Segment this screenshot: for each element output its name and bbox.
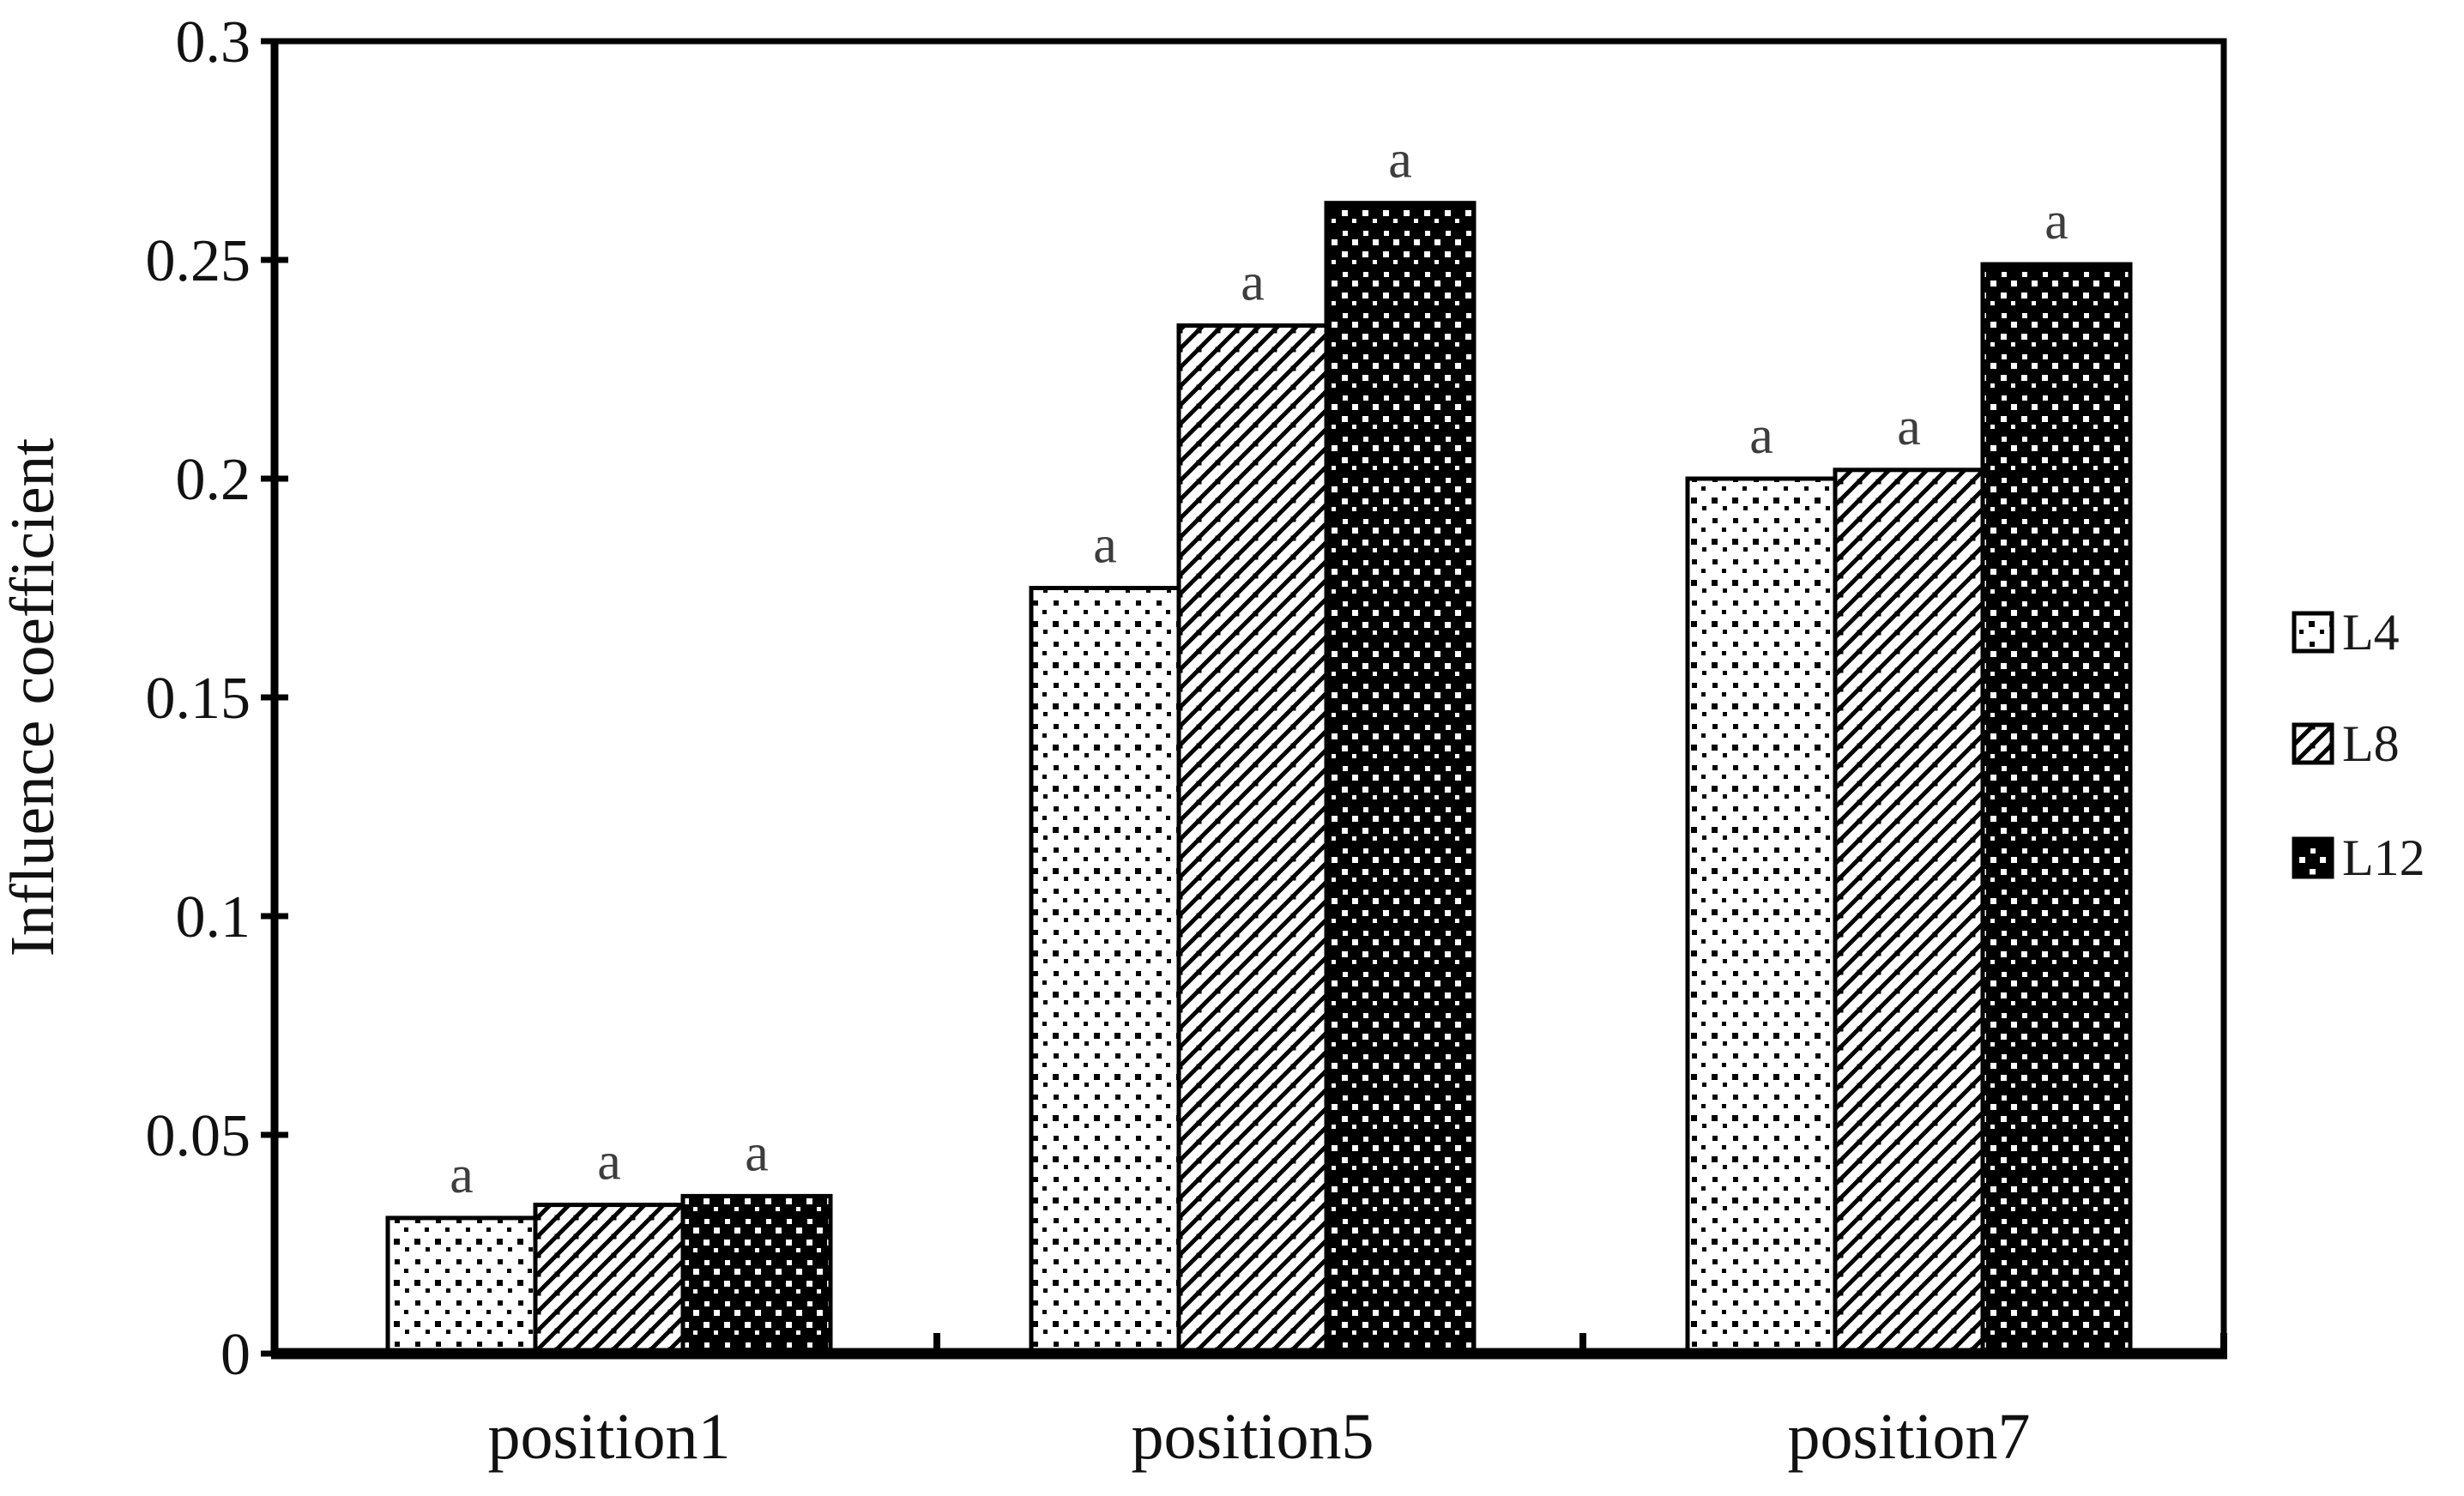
bar-label-position5-L4: a — [1093, 516, 1117, 575]
bar-position1-L8 — [533, 1203, 685, 1356]
bar-position7-L8 — [1833, 468, 1985, 1356]
bar-position1-L12 — [680, 1193, 833, 1356]
bar-label-position1-L4: a — [450, 1146, 474, 1204]
legend-swatch-L12 — [2292, 836, 2334, 879]
legend: L4 L8 L12 — [2292, 604, 2425, 886]
y-tick-label: 0.05 — [146, 1103, 251, 1169]
bar-position7-L12 — [1980, 262, 2133, 1356]
bar-position7-L4 — [1685, 476, 1838, 1356]
legend-label-L12: L12 — [2342, 829, 2425, 886]
legend-item-L12: L12 — [2292, 829, 2425, 886]
bar-position5-L4 — [1029, 586, 1181, 1356]
legend-swatch-L8 — [2292, 722, 2334, 765]
bar-label-position5-L8: a — [1241, 254, 1265, 312]
y-tick-label: 0.1 — [176, 884, 251, 950]
y-tick-label: 0.3 — [176, 9, 251, 75]
y-tick-label: 0.2 — [176, 447, 251, 513]
legend-label-L8: L8 — [2342, 715, 2400, 772]
plot-area: 0 0.05 0.1 0.15 0.2 0.25 0.3 a a a position1 a a a pos… — [146, 9, 2227, 1473]
category-label-position7: position7 — [1788, 1401, 2031, 1473]
category-label-position5: position5 — [1132, 1401, 1374, 1473]
bar-label-position1-L8: a — [597, 1133, 621, 1191]
bar-position5-L12 — [1324, 201, 1477, 1356]
bar-label-position5-L12: a — [1388, 131, 1412, 190]
bar-position5-L8 — [1176, 323, 1329, 1356]
y-axis-title: Influence coefficient — [0, 438, 67, 957]
legend-item-L8: L8 — [2292, 715, 2400, 772]
bar-label-position1-L12: a — [745, 1124, 769, 1182]
bar-position1-L4 — [385, 1216, 538, 1356]
bar-label-position7-L8: a — [1897, 398, 1921, 456]
y-tick-label: 0.25 — [146, 228, 251, 294]
y-tick-label: 0.15 — [146, 666, 251, 732]
legend-swatch-L4 — [2292, 611, 2334, 654]
bar-label-position7-L4: a — [1749, 407, 1773, 465]
y-tick-label: 0 — [220, 1322, 251, 1388]
legend-item-L4: L4 — [2292, 604, 2400, 661]
legend-label-L4: L4 — [2342, 604, 2400, 661]
bar-label-position7-L12: a — [2044, 192, 2068, 250]
category-label-position1: position1 — [488, 1401, 731, 1473]
